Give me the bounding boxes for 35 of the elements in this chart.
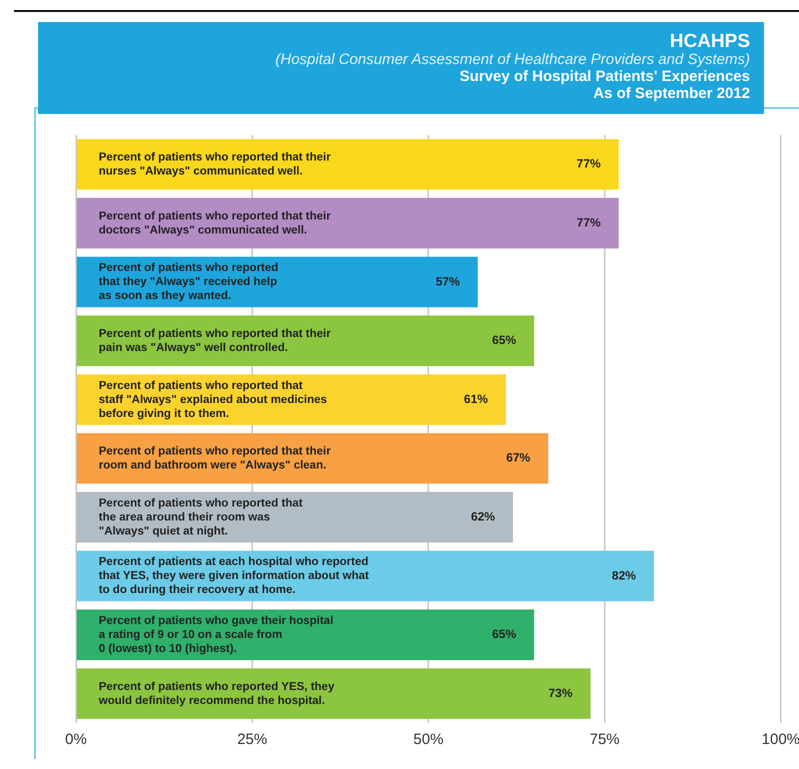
data-label: 57%: [436, 274, 460, 288]
text: As of September 2012: [592, 85, 750, 102]
y-tick-label: Percent of patients at each hospital who reported that YES, they were given information about what to do during their recovery at home.: [98, 556, 369, 596]
bar: [76, 550, 654, 602]
y-tick-label: Percent of patients who reported that their nurses "Always" communicated well.: [98, 152, 332, 178]
bar: [76, 198, 619, 248]
x-tick-label: 25%: [237, 731, 268, 748]
y-tick-label: Percent of patients who reported that the area around their room was "Always" quiet at night.: [98, 497, 303, 538]
data-label: 61%: [464, 392, 488, 406]
data-label: 77%: [576, 216, 602, 230]
data-label: 65%: [492, 627, 516, 642]
data-label: 62%: [470, 510, 496, 524]
text: Survey of Hospital Patients' Experiences: [458, 68, 750, 85]
y-tick-label: Percent of patients who reported YES, they would definitely recommend the hospital.: [98, 680, 335, 707]
y-tick-label: Percent of patients who reported that their doctors "Always" communicated well.: [98, 210, 332, 236]
y-tick-label: Percent of patients who reported that they "Always" received help as soon as they wanted.: [98, 262, 278, 302]
y-tick-label: Percent of patients who reported that their room and bathroom were "Always" clean.: [98, 446, 332, 472]
bar: [76, 433, 548, 484]
data-label: 65%: [492, 333, 516, 348]
x-tick-label: 0%: [65, 731, 87, 748]
data-label: 82%: [612, 568, 636, 582]
bar: [76, 139, 619, 190]
y-tick-label: Percent of patients who gave their hospital a rating of 9 or 10 on a scale from 0 (lowest) to 10 (highest).: [98, 614, 334, 655]
y-tick-label: Percent of patients who reported that staff "Always" explained about medicines before giving it to them.: [98, 380, 327, 420]
bar: [76, 316, 534, 366]
y-tick-label: Percent of patients who reported that their pain was "Always" well controlled.: [98, 328, 332, 354]
x-tick-label: 50%: [413, 731, 444, 748]
data-label: 67%: [506, 450, 531, 465]
chart-title: HCAHPS: [668, 31, 750, 52]
bar: [76, 256, 478, 308]
x-tick-label: 75%: [590, 731, 620, 748]
bar: [76, 668, 591, 719]
data-label: 77%: [576, 156, 602, 171]
chart-subtitle: (Hospital Consumer Assessment of Healthcare Providers and Systems): [274, 51, 750, 68]
data-label: 73%: [548, 686, 573, 700]
